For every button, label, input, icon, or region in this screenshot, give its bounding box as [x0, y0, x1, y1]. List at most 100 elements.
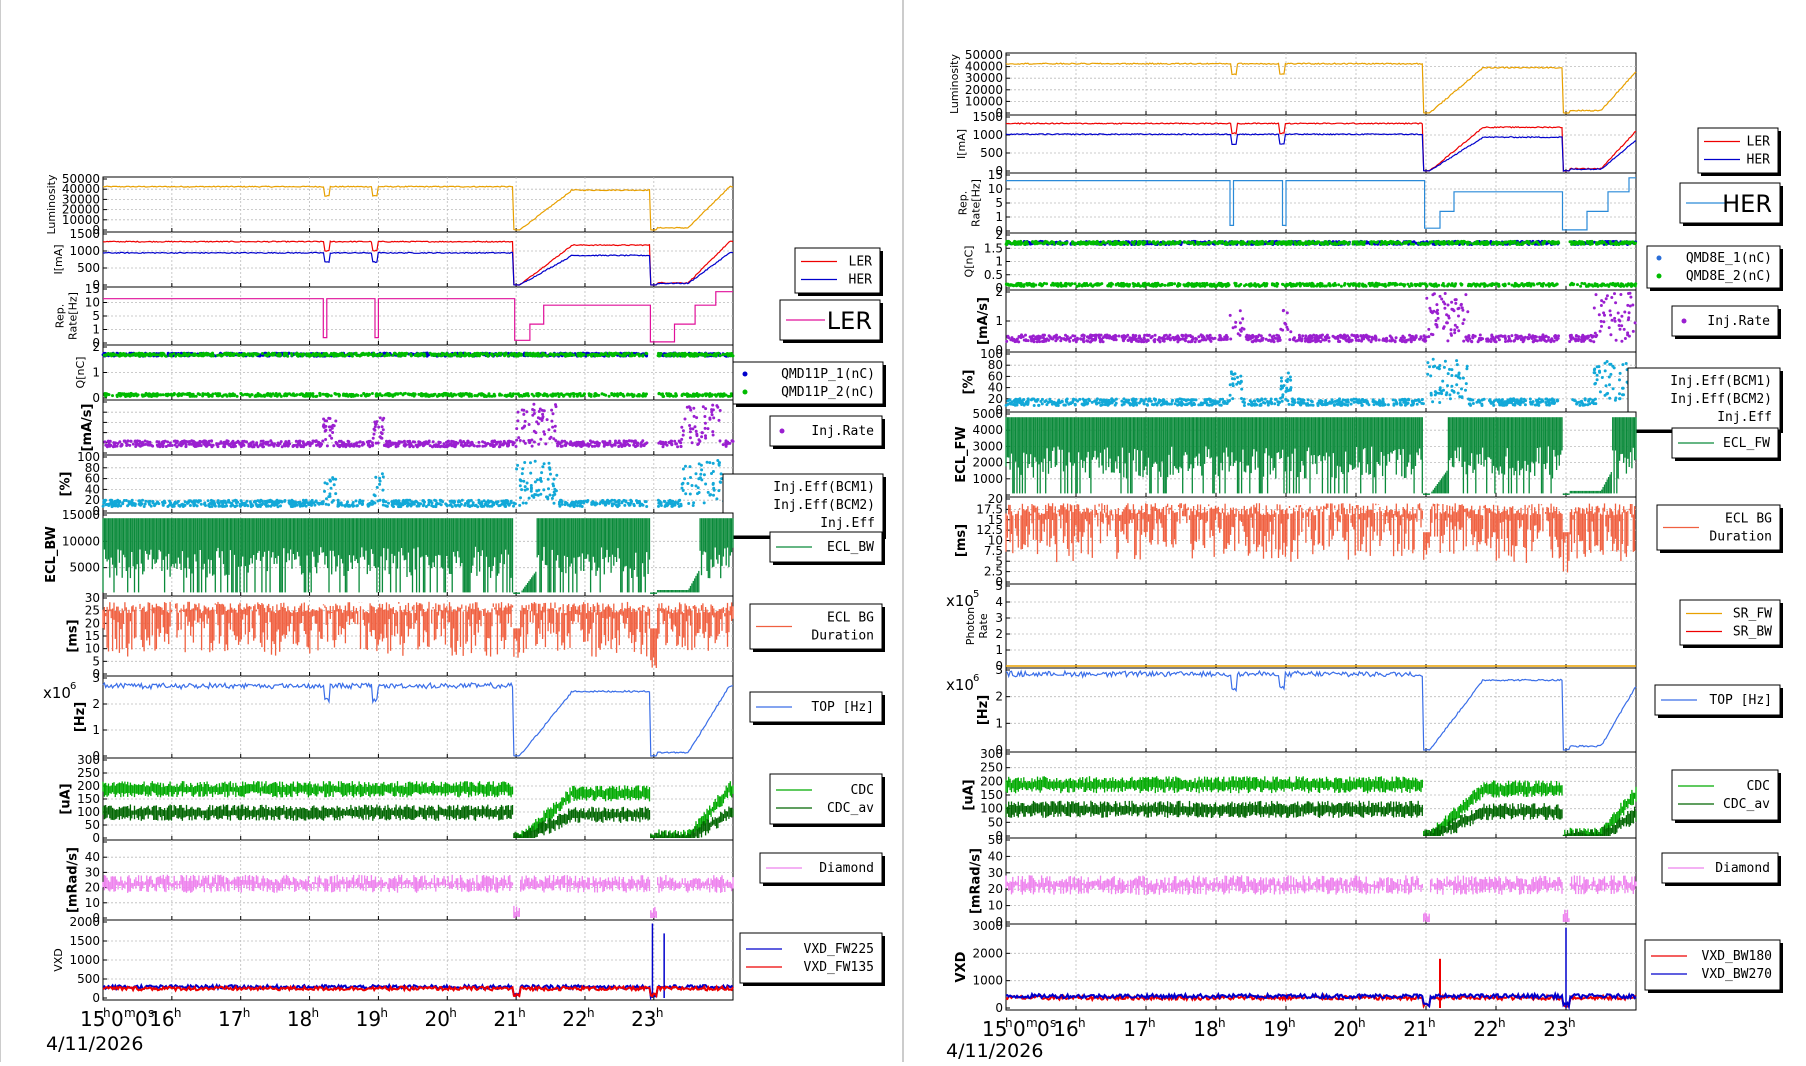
series-point — [528, 497, 531, 500]
series-point — [612, 354, 615, 357]
series-point — [347, 440, 350, 443]
series-point — [417, 504, 420, 507]
series-point — [531, 445, 534, 448]
legend-swatch — [743, 390, 748, 395]
series-point — [530, 439, 533, 442]
series-point — [523, 461, 526, 464]
series-point — [640, 441, 643, 444]
series-point — [452, 443, 455, 446]
series-point — [542, 394, 545, 397]
series-point — [682, 468, 685, 471]
series-point — [506, 394, 509, 397]
series-point — [684, 352, 687, 355]
series-point — [616, 505, 619, 508]
series-point — [307, 392, 310, 395]
series-point — [411, 393, 414, 396]
series-point — [535, 490, 538, 493]
series-point — [640, 503, 643, 506]
series-point — [707, 491, 710, 494]
series-point — [682, 434, 685, 437]
series-point — [687, 502, 690, 505]
series-point — [711, 430, 714, 433]
series-point — [378, 483, 381, 486]
series-point — [449, 500, 452, 503]
series-point — [624, 500, 627, 503]
series-point — [534, 431, 537, 434]
series-point — [228, 444, 231, 447]
series-point — [381, 419, 384, 422]
series-point — [361, 352, 364, 355]
series-point — [116, 445, 119, 448]
series-point — [629, 504, 632, 507]
series-point — [324, 438, 327, 441]
series-point — [695, 472, 698, 475]
series-point — [440, 393, 443, 396]
series-point — [623, 441, 626, 444]
series-point — [315, 395, 318, 398]
legend: LER — [780, 300, 883, 343]
panel-frame — [103, 232, 733, 287]
series-point — [171, 444, 174, 447]
series-point — [518, 352, 521, 355]
series-point — [153, 393, 156, 396]
y-tick-label: 2 — [92, 340, 100, 354]
series-point — [571, 504, 574, 507]
series-point — [232, 443, 235, 446]
series-point — [424, 395, 427, 398]
series-point — [529, 472, 532, 475]
series-point — [704, 422, 707, 425]
series-point — [342, 393, 345, 396]
series-point — [402, 393, 405, 396]
series-point — [184, 500, 187, 503]
series-point — [156, 500, 159, 503]
series-point — [515, 439, 518, 442]
series-point — [470, 393, 473, 396]
series-point — [522, 480, 525, 483]
series-point — [131, 354, 134, 357]
series-point — [607, 355, 610, 358]
series-point — [298, 440, 301, 443]
series-point — [143, 505, 146, 508]
series-point — [244, 393, 247, 396]
series-point — [728, 442, 731, 445]
series-point — [347, 444, 350, 447]
series-point — [427, 499, 430, 502]
series-point — [583, 393, 586, 396]
y-axis-label: [mA/s] — [80, 404, 95, 452]
series-point — [134, 393, 137, 396]
legend-label: Inj.Eff — [820, 516, 875, 531]
panel-frame — [103, 177, 733, 232]
series-point — [412, 440, 415, 443]
series-point — [694, 425, 697, 428]
series-point — [454, 504, 457, 507]
series-point — [390, 500, 393, 503]
series-point — [221, 501, 224, 504]
y-axis-label: I[mA] — [52, 244, 65, 274]
series-point — [281, 445, 284, 448]
series-point — [398, 440, 401, 443]
series-point — [319, 394, 322, 397]
series-point — [324, 430, 327, 433]
series-point — [691, 484, 694, 487]
series-point — [477, 352, 480, 355]
series-point — [590, 355, 593, 358]
series-point — [112, 445, 115, 448]
series-point — [450, 440, 453, 443]
series-point — [334, 420, 337, 423]
series-point — [669, 440, 672, 443]
series-point — [614, 442, 617, 445]
series-point — [416, 445, 419, 448]
series-point — [472, 501, 475, 504]
series-point — [279, 353, 282, 356]
series-point — [539, 417, 542, 420]
series-point — [252, 354, 255, 357]
series-point — [621, 393, 624, 396]
series-point — [623, 504, 626, 507]
series-point — [441, 354, 444, 357]
series-point — [502, 501, 505, 504]
series-point — [304, 501, 307, 504]
series-point — [217, 499, 220, 502]
series-point — [719, 409, 722, 412]
series-point — [393, 394, 396, 397]
series-point — [350, 352, 353, 355]
